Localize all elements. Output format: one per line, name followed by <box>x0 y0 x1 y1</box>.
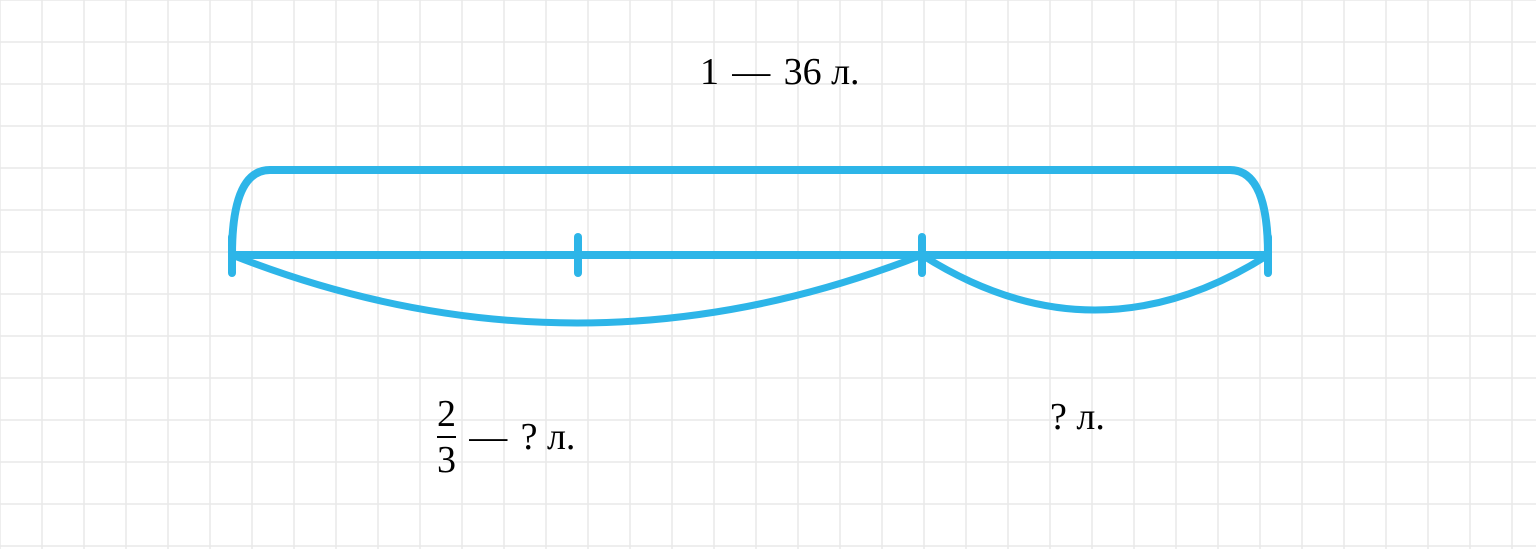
fraction-numerator: 2 <box>437 395 456 436</box>
label-top: 1 — 36 л. <box>700 50 860 94</box>
fraction-denominator: 3 <box>437 438 456 479</box>
fraction-two-thirds: 2 3 <box>437 395 456 479</box>
label-top-rhs: 36 л. <box>784 50 860 94</box>
label-top-lhs: 1 <box>700 50 719 94</box>
label-bottom-left: 2 3 — ? л. <box>437 395 575 479</box>
label-bottom-right: ? л. <box>1050 395 1105 439</box>
label-br-text: ? л. <box>1050 395 1105 439</box>
label-top-dash: — <box>732 50 770 94</box>
label-bl-rhs: ? л. <box>521 415 576 459</box>
label-bl-dash: — <box>469 415 507 459</box>
